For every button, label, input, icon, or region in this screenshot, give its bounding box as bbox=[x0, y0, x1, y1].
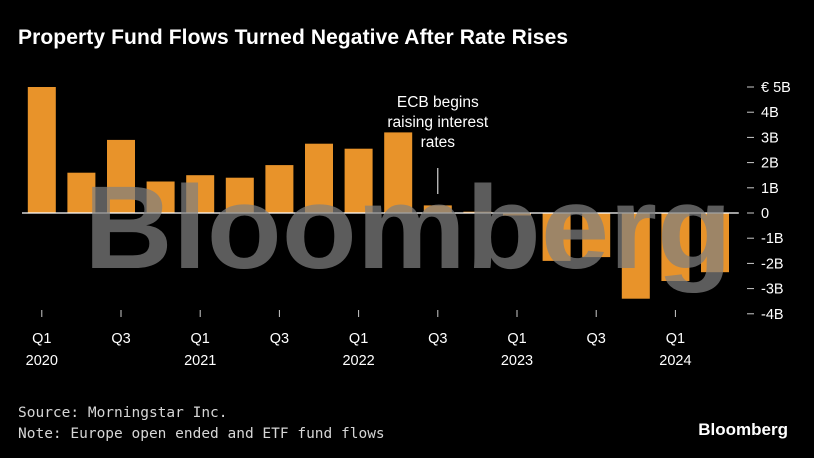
bars-group bbox=[27, 87, 729, 299]
x-tick-label-year: 2024 bbox=[659, 353, 691, 369]
bar-q4-2021 bbox=[305, 143, 333, 213]
bar-q2-2024 bbox=[701, 213, 729, 273]
bloomberg-logo: Bloomberg bbox=[698, 420, 788, 439]
y-tick-label: 0 bbox=[761, 206, 769, 222]
x-axis: Q1 2020 Q3 Q1 2021 Q3 Q1 2022 Q3 Q1 2023 Q3 Q1 2024 bbox=[26, 310, 692, 369]
x-tick-label-quarter: Q3 bbox=[428, 331, 447, 347]
x-tick-label-quarter: Q3 bbox=[270, 331, 289, 347]
bar-q2-2022 bbox=[384, 132, 413, 213]
bar-q1-2020 bbox=[27, 87, 56, 213]
y-tick-label: -2B bbox=[761, 256, 784, 272]
bloomberg-watermark: Bloomberg bbox=[84, 162, 732, 294]
y-tick-label: -1B bbox=[761, 231, 784, 247]
annotation-line: rates bbox=[421, 134, 456, 151]
y-axis: € 5B 4B 3B 2B 1B 0 -1B -2B -3B -4B bbox=[747, 80, 791, 323]
x-tick-label-year: 2023 bbox=[501, 353, 533, 369]
y-tick-label: 3B bbox=[761, 130, 779, 146]
bar-q1-2024 bbox=[661, 213, 690, 281]
bar-q3-2023 bbox=[582, 213, 611, 258]
x-tick-label-year: 2020 bbox=[26, 353, 58, 369]
bar-q3-2022 bbox=[423, 205, 452, 213]
x-tick-label-quarter: Q3 bbox=[111, 331, 130, 347]
bar-q2-2021 bbox=[225, 177, 254, 213]
x-tick-label-quarter: Q1 bbox=[191, 331, 210, 347]
source-note: Source: Morningstar Inc. bbox=[18, 405, 228, 421]
y-tick-label: 2B bbox=[761, 156, 779, 172]
bar-q1-2021 bbox=[186, 175, 215, 213]
chart-footer: Source: Morningstar Inc. Note: Europe op… bbox=[18, 403, 385, 445]
x-tick-label-quarter: Q1 bbox=[666, 331, 685, 347]
y-tick-label: -3B bbox=[761, 282, 784, 298]
annotation-line: raising interest bbox=[387, 114, 488, 131]
bar-q3-2021 bbox=[265, 165, 294, 213]
y-tick-label: € 5B bbox=[761, 80, 791, 96]
bar-q2-2020 bbox=[67, 172, 96, 213]
ecb-annotation: ECB begins raising interest rates bbox=[387, 94, 489, 194]
y-tick-label: -4B bbox=[761, 307, 784, 323]
bar-q4-2022 bbox=[463, 211, 492, 213]
fund-flows-note: Note: Europe open ended and ETF fund flo… bbox=[18, 426, 385, 442]
x-tick-label-quarter: Q3 bbox=[587, 331, 606, 347]
x-tick-label-quarter: Q1 bbox=[349, 331, 368, 347]
bar-q1-2023 bbox=[503, 213, 531, 216]
x-tick-label-quarter: Q1 bbox=[32, 331, 51, 347]
bar-q4-2023 bbox=[621, 213, 650, 299]
y-tick-label: 4B bbox=[761, 105, 779, 121]
x-tick-label-quarter: Q1 bbox=[507, 331, 526, 347]
bar-q1-2022 bbox=[344, 148, 373, 213]
annotation-line: ECB begins bbox=[397, 94, 479, 111]
chart-title: Property Fund Flows Turned Negative Afte… bbox=[18, 26, 569, 49]
y-tick-label: 1B bbox=[761, 181, 779, 197]
bar-q3-2020 bbox=[107, 139, 135, 213]
bar-q2-2023 bbox=[542, 213, 571, 261]
x-tick-label-year: 2021 bbox=[184, 353, 216, 369]
bar-q4-2020 bbox=[146, 181, 175, 213]
x-tick-label-year: 2022 bbox=[342, 353, 374, 369]
